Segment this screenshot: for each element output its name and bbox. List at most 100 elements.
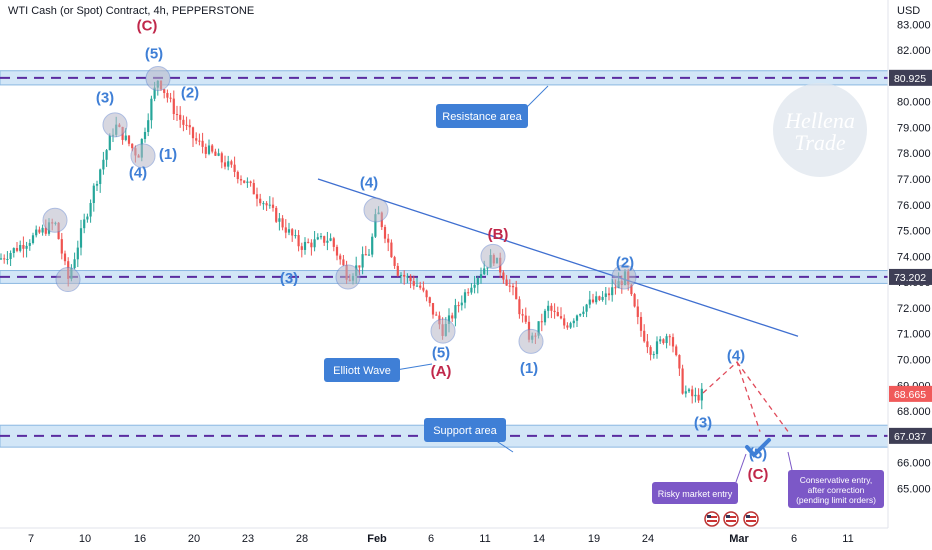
candle-body	[214, 151, 217, 156]
level-badge-text: 73.202	[894, 272, 926, 284]
candle-body	[611, 287, 614, 296]
candle-body	[367, 254, 371, 256]
candle-body	[486, 267, 489, 269]
level-badge	[889, 69, 932, 86]
y-tick-label: 68.000	[897, 406, 931, 418]
candle-body	[207, 145, 211, 154]
x-tick-label: 24	[642, 533, 654, 545]
candle-body	[22, 244, 25, 249]
support-callout-text: Support area	[433, 425, 497, 437]
candle-body	[63, 253, 67, 262]
candle-body	[79, 228, 83, 248]
pivot-circle	[518, 328, 544, 354]
support-callout[interactable]: Support area	[424, 418, 514, 453]
wave-marks: (C)(5)(3) (2)(1)(4)(4)(3)(B)(2)(5)(A) (1)(…	[42, 17, 768, 483]
candle-body	[9, 253, 12, 259]
y-tick-label: 82.000	[897, 45, 931, 57]
conservative-entry-line3: (pending limit orders)	[796, 495, 876, 505]
wave-label: (4)	[360, 175, 378, 192]
last-price-badge	[889, 385, 932, 402]
candle-body	[297, 235, 300, 247]
candle-body	[38, 229, 41, 233]
pivot-circle	[335, 264, 361, 290]
candle-body	[566, 325, 569, 328]
elliott-callout[interactable]: Elliott Wave	[324, 358, 433, 382]
candle-body	[25, 245, 28, 249]
us-flag-icon	[743, 511, 759, 527]
watermark-line2: Trade	[794, 130, 846, 155]
candle-body	[543, 310, 547, 323]
candle-body	[646, 341, 649, 348]
x-tick-label: 6	[791, 533, 797, 545]
trendline	[317, 178, 799, 337]
x-tick-label: 11	[842, 533, 853, 545]
candle-body	[246, 181, 249, 183]
candle-body	[175, 114, 179, 116]
candle-body	[294, 235, 297, 237]
candle-body	[275, 207, 278, 222]
conservative-entry-line2: after correction	[808, 485, 865, 495]
candle-body	[524, 315, 527, 322]
watermark-logo: Hellena Trade	[773, 83, 867, 177]
us-flag-icon	[723, 511, 739, 527]
conservative-entry-line1: Conservative entry,	[800, 475, 873, 485]
x-tick-label: 11	[479, 533, 490, 545]
candle-body	[515, 287, 518, 300]
candle-body	[505, 279, 508, 286]
candle-body	[303, 241, 307, 250]
y-tick-label: 70.000	[897, 354, 931, 366]
y-tick-label: 65.000	[897, 483, 931, 495]
candle-body	[326, 240, 329, 243]
candle-body	[153, 87, 156, 99]
candle-body	[0, 258, 3, 260]
candle-body	[479, 274, 483, 279]
time-axis-labels[interactable]: 7101316202328Feb611141924Mar611	[28, 533, 854, 545]
level-badge-text: 80.925	[894, 73, 926, 85]
candle-body	[211, 145, 214, 152]
candle-body	[198, 140, 201, 142]
conservative-entry-callout[interactable]: Conservative entry, after correction (pe…	[787, 451, 884, 508]
candle-body	[572, 320, 575, 324]
candle-body	[124, 135, 127, 140]
candle-body	[598, 296, 601, 300]
candle-body	[518, 299, 521, 315]
candle-body	[191, 127, 195, 139]
candle-body	[76, 247, 79, 260]
candle-body	[307, 241, 310, 243]
risky-entry-callout[interactable]: Risky market entry	[652, 453, 747, 504]
candle-body	[431, 302, 435, 315]
candle-body	[163, 89, 166, 93]
risky-entry-text: Risky market entry	[658, 489, 733, 499]
candle-body	[412, 281, 415, 286]
candle-body	[694, 394, 697, 397]
candle-body	[591, 299, 595, 303]
pivot-circle	[430, 318, 456, 344]
pivot-circle	[102, 112, 128, 138]
candle-body	[172, 98, 175, 115]
wave-label: (4)	[129, 164, 147, 181]
candle-body	[396, 265, 399, 276]
candle-body	[310, 242, 313, 248]
candle-body	[435, 314, 438, 316]
y-tick-label: 76.000	[897, 200, 931, 212]
candle-body	[44, 227, 47, 234]
candle-body	[371, 236, 374, 255]
candle-body	[329, 238, 332, 241]
y-tick-label: 75.000	[897, 226, 931, 238]
candle-body	[313, 239, 316, 248]
last-price-text: 68.665	[894, 389, 926, 401]
candle-body	[556, 312, 559, 317]
candle-body	[540, 321, 543, 323]
resistance-callout[interactable]: Resistance area	[436, 85, 549, 128]
y-tick-label: 78.000	[897, 148, 931, 160]
candle-body	[92, 185, 95, 204]
candle-body	[684, 391, 687, 394]
candle-body	[204, 146, 207, 154]
candle-body	[457, 305, 460, 307]
candle-body	[454, 305, 457, 319]
economic-event-flags[interactable]	[704, 511, 759, 527]
watermark-line1: Hellena	[784, 108, 855, 133]
y-tick-label: 71.000	[897, 329, 931, 341]
candle-body	[131, 143, 134, 149]
